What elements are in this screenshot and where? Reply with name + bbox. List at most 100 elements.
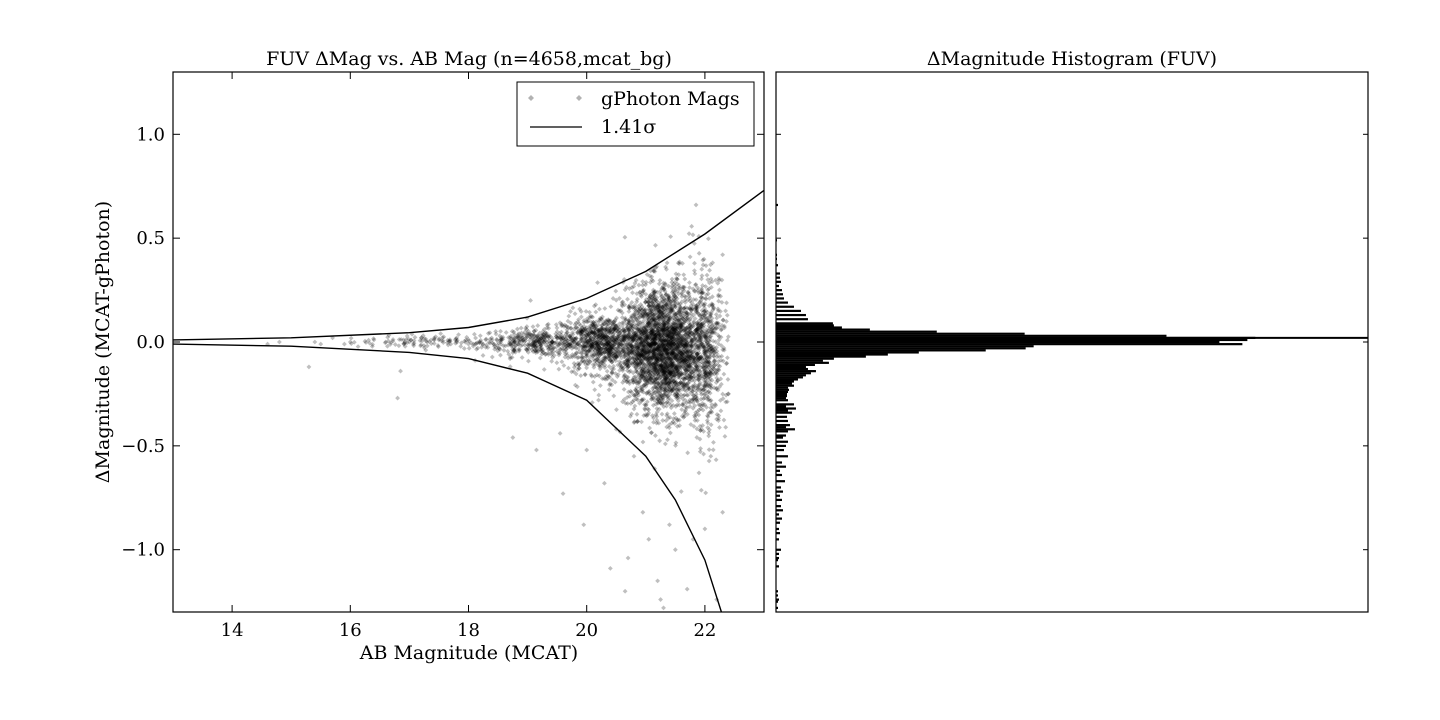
scatter-point: [366, 337, 371, 343]
scatter-point: [617, 327, 623, 333]
scatter-point: [579, 336, 584, 342]
scatter-point: [633, 368, 639, 374]
scatter-point: [532, 342, 538, 347]
scatter-point: [537, 330, 543, 336]
scatter-point: [435, 344, 441, 350]
scatter-point: [579, 325, 585, 331]
scatter-point: [624, 368, 630, 373]
scatter-point: [510, 340, 516, 346]
scatter-point: [579, 329, 585, 335]
scatter-point: [616, 341, 622, 346]
scatter-point: [610, 334, 616, 339]
scatter-point: [597, 363, 603, 369]
scatter-point: [657, 324, 663, 329]
scatter-point: [609, 335, 615, 341]
scatter-point: [590, 319, 596, 325]
scatter-point: [566, 342, 571, 347]
scatter-point: [602, 332, 608, 338]
histogram-bar: [776, 343, 1243, 346]
scatter-point: [497, 333, 503, 339]
scatter-point: [637, 356, 643, 362]
scatter-point: [534, 347, 540, 353]
scatter-point: [594, 341, 599, 347]
scatter-point: [595, 336, 601, 342]
scatter-point: [578, 333, 584, 339]
scatter-point: [572, 382, 578, 388]
scatter-point: [595, 341, 600, 347]
scatter-point: [509, 342, 515, 348]
scatter-point: [641, 325, 647, 331]
scatter-point: [607, 353, 613, 359]
scatter-point: [596, 327, 602, 333]
scatter-point: [426, 339, 432, 345]
scatter-point: [626, 357, 632, 363]
scatter-point: [582, 342, 588, 348]
scatter-point: [597, 359, 603, 365]
scatter-point: [503, 343, 508, 349]
scatter-point: [531, 339, 537, 345]
scatter-point: [615, 333, 620, 339]
histogram-bar: [776, 461, 782, 464]
scatter-point: [530, 349, 536, 354]
scatter-point: [630, 355, 636, 361]
scatter-point: [618, 347, 624, 352]
scatter-point: [595, 343, 600, 348]
scatter-xlabel: AB Magnitude (MCAT): [359, 642, 578, 664]
scatter-point: [598, 316, 604, 322]
scatter-point: [583, 344, 589, 350]
histogram-bar: [776, 392, 787, 396]
scatter-point: [626, 354, 631, 360]
scatter-point: [398, 368, 403, 374]
histogram-title: ΔMagnitude Histogram (FUV): [927, 48, 1217, 70]
scatter-point: [632, 360, 638, 366]
scatter-point: [538, 341, 543, 346]
scatter-point: [625, 358, 630, 363]
scatter-point: [530, 339, 536, 345]
scatter-point: [635, 322, 641, 328]
scatter-point: [564, 327, 570, 333]
x-tick-label: 14: [221, 620, 244, 641]
scatter-point: [557, 331, 562, 336]
scatter-point: [656, 281, 662, 287]
scatter-point: [610, 353, 616, 359]
scatter-point: [507, 364, 513, 370]
histogram-bar: [776, 326, 842, 329]
scatter-point: [500, 334, 506, 340]
scatter-point: [535, 349, 540, 355]
scatter-point: [611, 338, 617, 344]
scatter-point: [584, 332, 589, 338]
scatter-point: [614, 337, 619, 343]
scatter-point: [312, 339, 318, 345]
scatter-point: [370, 342, 375, 347]
scatter-point: [622, 361, 628, 367]
scatter-point: [595, 333, 601, 339]
scatter-point: [612, 317, 618, 323]
scatter-point: [544, 330, 550, 336]
scatter-point: [604, 336, 609, 342]
scatter-point: [573, 336, 579, 341]
scatter-point: [617, 351, 623, 356]
scatter-point: [621, 335, 627, 341]
scatter-point: [632, 333, 638, 339]
scatter-point: [571, 339, 576, 344]
scatter-point: [620, 326, 626, 332]
scatter-point: [592, 331, 598, 336]
scatter-point: [390, 338, 396, 344]
scatter-point: [599, 333, 605, 339]
scatter-point: [567, 344, 572, 350]
scatter-point: [706, 458, 712, 464]
scatter-point: [585, 361, 591, 367]
scatter-point: [593, 319, 599, 325]
scatter-point: [419, 338, 425, 344]
scatter-point: [599, 376, 605, 382]
scatter-point: [532, 333, 538, 339]
scatter-point: [626, 318, 632, 324]
scatter-point: [598, 351, 604, 357]
scatter-point: [606, 347, 612, 353]
scatter-point: [565, 340, 571, 346]
scatter-point: [556, 352, 562, 358]
scatter-point: [597, 383, 603, 388]
scatter-point: [608, 346, 614, 351]
scatter-point: [530, 343, 535, 349]
scatter-point: [611, 319, 616, 325]
